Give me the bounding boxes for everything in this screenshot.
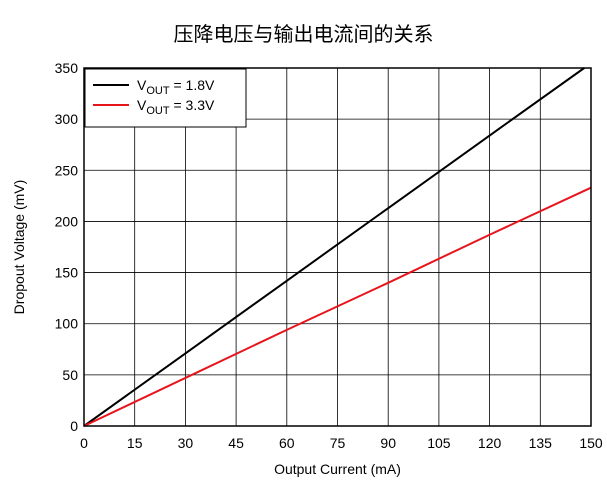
x-tick-labels: 0 15 30 45 60 75 90 105 120 135 150 — [80, 435, 603, 451]
series-line-1 — [83, 67, 585, 427]
series-line-2 — [83, 186, 592, 427]
y-tick-label: 350 — [55, 60, 79, 76]
plot-frame — [83, 67, 592, 427]
legend-entry-1: VOUT = 1.8V — [137, 77, 215, 97]
y-tick-label: 100 — [55, 316, 79, 332]
y-tick-label: 50 — [62, 367, 78, 383]
x-tick-label: 90 — [380, 435, 396, 451]
x-tick-label: 120 — [478, 435, 502, 451]
x-tick-label: 75 — [330, 435, 346, 451]
y-tick-label: 200 — [55, 213, 79, 229]
y-axis-label: Dropout Voltage (mV) — [11, 180, 27, 315]
chart-title: 压降电压与输出电流间的关系 — [173, 22, 434, 46]
x-tick-label: 0 — [80, 435, 88, 451]
x-tick-label: 60 — [279, 435, 295, 451]
y-tick-label: 0 — [70, 418, 78, 434]
x-axis-label: Output Current (mA) — [274, 461, 401, 477]
legend-box — [84, 68, 247, 128]
y-tick-label: 300 — [55, 111, 79, 127]
x-tick-label: 15 — [127, 435, 143, 451]
legend-entry-2: VOUT = 3.3V — [137, 97, 215, 117]
y-tick-label: 150 — [55, 265, 79, 281]
x-tick-label: 150 — [579, 435, 603, 451]
x-tick-label: 135 — [529, 435, 553, 451]
x-tick-label: 30 — [178, 435, 194, 451]
x-tick-label: 105 — [427, 435, 451, 451]
y-tick-label: 250 — [55, 162, 79, 178]
x-tick-label: 45 — [228, 435, 244, 451]
series-lines — [83, 67, 592, 427]
y-tick-labels: 0 50 100 150 200 250 300 350 — [55, 60, 79, 434]
